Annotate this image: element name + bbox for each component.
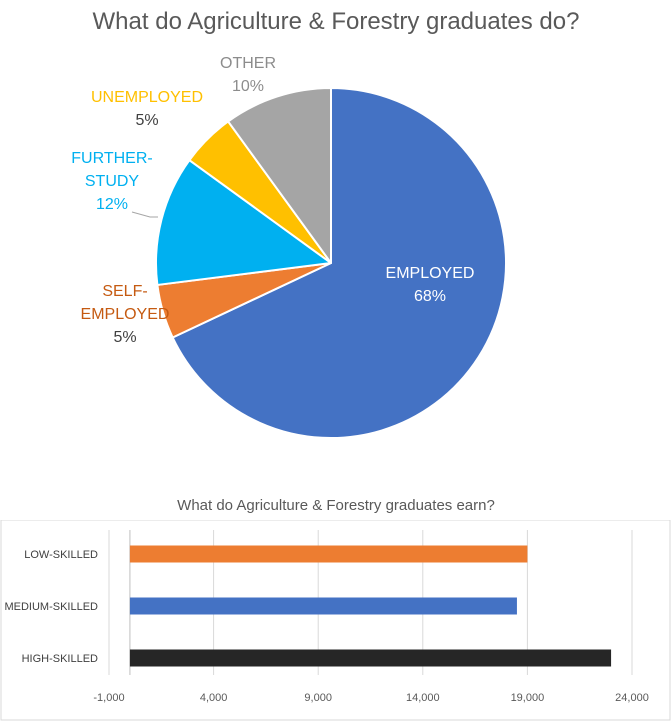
slice-label-self-employed: SELF- xyxy=(102,283,147,300)
category-label-low-skilled: LOW-SKILLED xyxy=(24,549,98,561)
x-tick-label: 19,000 xyxy=(511,692,545,704)
slice-label-other: OTHER xyxy=(220,55,276,72)
x-tick-label: 4,000 xyxy=(200,692,228,704)
pie-slice-employed xyxy=(171,87,508,439)
x-tick-label: -1,000 xyxy=(93,692,124,704)
x-tick-label: 24,000 xyxy=(615,692,649,704)
slice-value-self-employed: 5% xyxy=(113,329,136,346)
x-tick-label: 14,000 xyxy=(406,692,440,704)
category-label-medium-skilled: MEDIUM-SKILLED xyxy=(4,601,98,613)
category-label-high-skilled: HIGH-SKILLED xyxy=(22,653,98,665)
slice-value-employed: 68% xyxy=(414,288,446,305)
pie-chart-title: What do Agriculture & Forestry graduates… xyxy=(92,8,580,35)
slice-label-employed: EMPLOYED xyxy=(386,265,475,282)
slice-label-self-employed: EMPLOYED xyxy=(81,306,170,323)
pie-slice-other xyxy=(227,87,332,264)
slice-label-further-study: FURTHER- xyxy=(71,150,152,167)
pie-chart: EMPLOYED 68% SELF- EMPLOYED 5% FURTHER- STUDY 1… xyxy=(71,55,508,439)
slice-value-unemployed: 5% xyxy=(135,112,158,129)
slice-label-further-study: STUDY xyxy=(85,173,140,190)
leader-line-further-study xyxy=(131,211,158,218)
bar-chart-title: What do Agriculture & Forestry graduates… xyxy=(177,497,495,514)
bar-low-skilled xyxy=(129,545,528,563)
slice-label-unemployed: UNEMPLOYED xyxy=(91,89,203,106)
slice-value-further-study: 12% xyxy=(96,196,128,213)
x-tick-label: 9,000 xyxy=(304,692,332,704)
bar-medium-skilled xyxy=(129,597,517,615)
bar-high-skilled xyxy=(129,649,612,667)
pie-slice-further-study xyxy=(155,159,332,286)
slice-value-other: 10% xyxy=(232,78,264,95)
bar-chart: -1,000 4,000 9,000 14,000 19,000 24,000 LOW-SK… xyxy=(0,520,671,721)
bar-chart-frame xyxy=(0,520,671,721)
